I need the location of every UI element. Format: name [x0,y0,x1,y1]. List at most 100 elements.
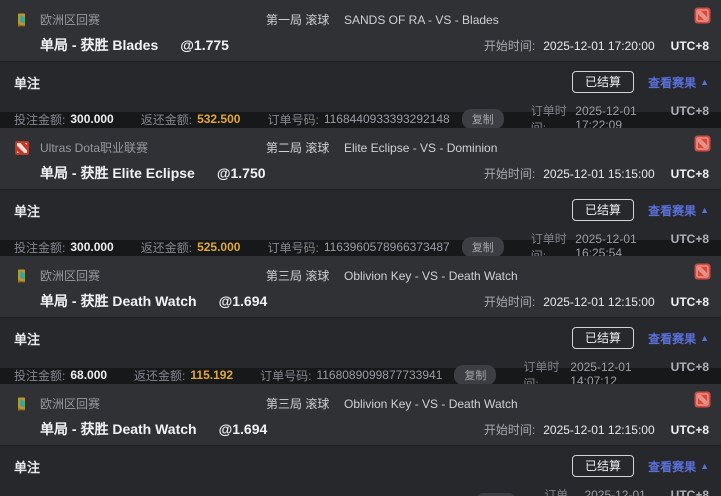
order-number-value: 1163960578966373487 [323,240,450,254]
bet-card-header: 欧洲区回赛 第三局 滚球 Oblivion Key - VS - Death W… [0,384,721,446]
copy-button[interactable]: 复制 [475,493,518,496]
bet-amount-group: 投注金额: 300.000 [14,111,114,128]
order-number-label: 订单号码: [260,368,312,383]
league-name: 欧洲区回赛 [40,269,101,283]
order-number-value: 1168089099877733941 [316,368,443,382]
start-time: 开始时间: 2025-12-01 15:15:00 UTC+8 [484,165,709,182]
dota-game-icon [694,391,711,408]
start-time-label: 开始时间: [483,167,536,181]
order-number-label: 订单号码: [267,112,319,127]
league-name: Ultras Dota职业联赛 [40,141,149,155]
round-label: 第三局 滚球 [266,397,330,411]
view-result-link[interactable]: 查看赛果 ▲ [648,458,709,475]
bet-amount-value: 68.000 [70,368,108,382]
order-number-group: 订单号码: 1163960578966373487 复制 [267,237,504,257]
start-time: 开始时间: 2025-12-01 12:15:00 UTC+8 [484,421,709,438]
league-logo-icon [14,268,30,284]
league-logo-icon [14,12,30,28]
chevron-up-icon: ▲ [700,205,709,215]
order-time-utc: UTC+8 [670,232,709,246]
order-time-utc: UTC+8 [670,360,709,374]
bet-card: 欧洲区回赛 第一局 滚球 SANDS OF RA - VS - Blades 单… [0,0,721,135]
bet-odds: @1.694 [218,421,268,437]
return-amount-value: 532.500 [197,112,241,126]
bet-card-header: Ultras Dota职业联赛 第二局 滚球 Elite Eclipse - V… [0,128,721,190]
start-time-label: 开始时间: [483,423,536,437]
view-result-text: 查看赛果 [648,459,697,474]
order-number-value: 1168440933393292148 [323,112,450,126]
bet-amount-label: 投注金额: [14,112,66,127]
order-time-utc: UTC+8 [670,488,709,496]
match-teams: Oblivion Key - VS - Death Watch [344,268,518,283]
bet-selection: 单局 - 获胜 Death Watch [40,421,197,437]
chevron-up-icon: ▲ [700,77,709,87]
order-number-label: 订单号码: [267,240,319,255]
bet-card-footer: 单注 已结算 查看赛果▲ 投注金额: 1585.000 返还金额: 2684.9… [0,446,721,496]
start-time-value: 2025-12-01 12:15:00 [543,295,655,309]
order-time-label: 订单时间: [544,488,569,496]
start-time: 开始时间: 2025-12-01 17:20:00 UTC+8 [484,37,709,54]
settled-status-button[interactable]: 已结算 [572,455,635,477]
start-time-value: 2025-12-01 17:20:00 [543,39,655,53]
league-name: 欧洲区回赛 [40,13,101,27]
start-time-value: 2025-12-01 15:15:00 [543,167,655,181]
start-time-utc: UTC+8 [670,295,709,309]
view-result-text: 查看赛果 [648,331,697,346]
round-label: 第一局 滚球 [266,13,330,27]
match-teams: SANDS OF RA - VS - Blades [344,12,499,27]
bet-odds: @1.775 [180,37,229,53]
match-teams: Oblivion Key - VS - Death Watch [344,396,518,411]
bet-amount-label: 投注金额: [14,368,66,383]
bet-selection: 单局 - 获胜 Death Watch [40,293,197,309]
settled-status-button[interactable]: 已结算 [572,71,635,93]
round-label: 第三局 滚球 [266,269,330,283]
return-amount-value: 115.192 [190,368,234,382]
chevron-up-icon: ▲ [700,461,709,471]
order-number-group: 订单号码: 1168440933393292148 复制 [267,109,504,129]
view-result-text: 查看赛果 [648,75,697,90]
bet-odds: @1.694 [218,293,268,309]
bet-card-header: 欧洲区回赛 第三局 滚球 Oblivion Key - VS - Death W… [0,256,721,318]
bet-selection: 单局 - 获胜 Blades [40,37,159,53]
order-number-group: 订单号码: 1168089099877733941 复制 [260,365,497,385]
start-time-label: 开始时间: [483,295,536,309]
bet-card-header: 欧洲区回赛 第一局 滚球 SANDS OF RA - VS - Blades 单… [0,0,721,62]
bet-card: Ultras Dota职业联赛 第二局 滚球 Elite Eclipse - V… [0,128,721,263]
start-time-value: 2025-12-01 12:15:00 [543,423,655,437]
copy-button[interactable]: 复制 [461,237,504,257]
return-amount-label: 返还金额: [140,112,193,127]
stake-type-label: 单注 [14,203,41,219]
settled-status-button[interactable]: 已结算 [572,327,635,349]
bet-amount-label: 投注金额: [14,240,66,255]
return-amount-group: 返还金额: 115.192 [134,367,233,384]
start-time-utc: UTC+8 [670,167,709,181]
bet-amount-group: 投注金额: 68.000 [14,367,107,384]
bet-amount-value: 300.000 [70,112,114,126]
copy-button[interactable]: 复制 [461,109,504,129]
start-time-utc: UTC+8 [670,39,709,53]
return-amount-label: 返还金额: [134,368,186,383]
bet-card-footer: 单注 已结算 查看赛果 ▲ 投注金额: 300.000 返还金额: 532.500… [0,62,721,135]
start-time: 开始时间: 2025-12-01 12:15:00 UTC+8 [484,293,709,310]
bet-card: 欧洲区回赛 第三局 滚球 Oblivion Key - VS - Death W… [0,256,721,391]
view-result-link[interactable]: 查看赛果 ▲ [648,74,709,91]
return-amount-group: 返还金额: 532.500 [141,111,241,128]
copy-button[interactable]: 复制 [454,365,497,385]
bet-card-footer: 单注 已结算 查看赛果 ▲ 投注金额: 68.000 返还金额: 115.192 … [0,318,721,391]
start-time-utc: UTC+8 [670,423,709,437]
dota-game-icon [694,7,711,24]
order-time: 订单时间: 2025-12-01 14:07:07 UTC+8 [544,486,709,496]
view-result-link[interactable]: 查看赛果 ▲ [648,330,709,347]
bet-amount-value: 300.000 [70,240,114,254]
view-result-link[interactable]: 查看赛果 ▲ [648,202,709,219]
stake-type-label: 单注 [14,331,41,347]
order-time-utc: UTC+8 [670,104,709,118]
dota-game-icon [694,263,711,280]
league-logo-icon [14,396,30,412]
start-time-label: 开始时间: [483,39,536,53]
bet-odds: @1.750 [216,165,266,181]
round-label: 第二局 滚球 [266,141,330,155]
settled-status-button[interactable]: 已结算 [572,199,635,221]
return-amount-group: 返还金额: 525.000 [141,239,241,256]
stake-type-label: 单注 [14,75,41,91]
